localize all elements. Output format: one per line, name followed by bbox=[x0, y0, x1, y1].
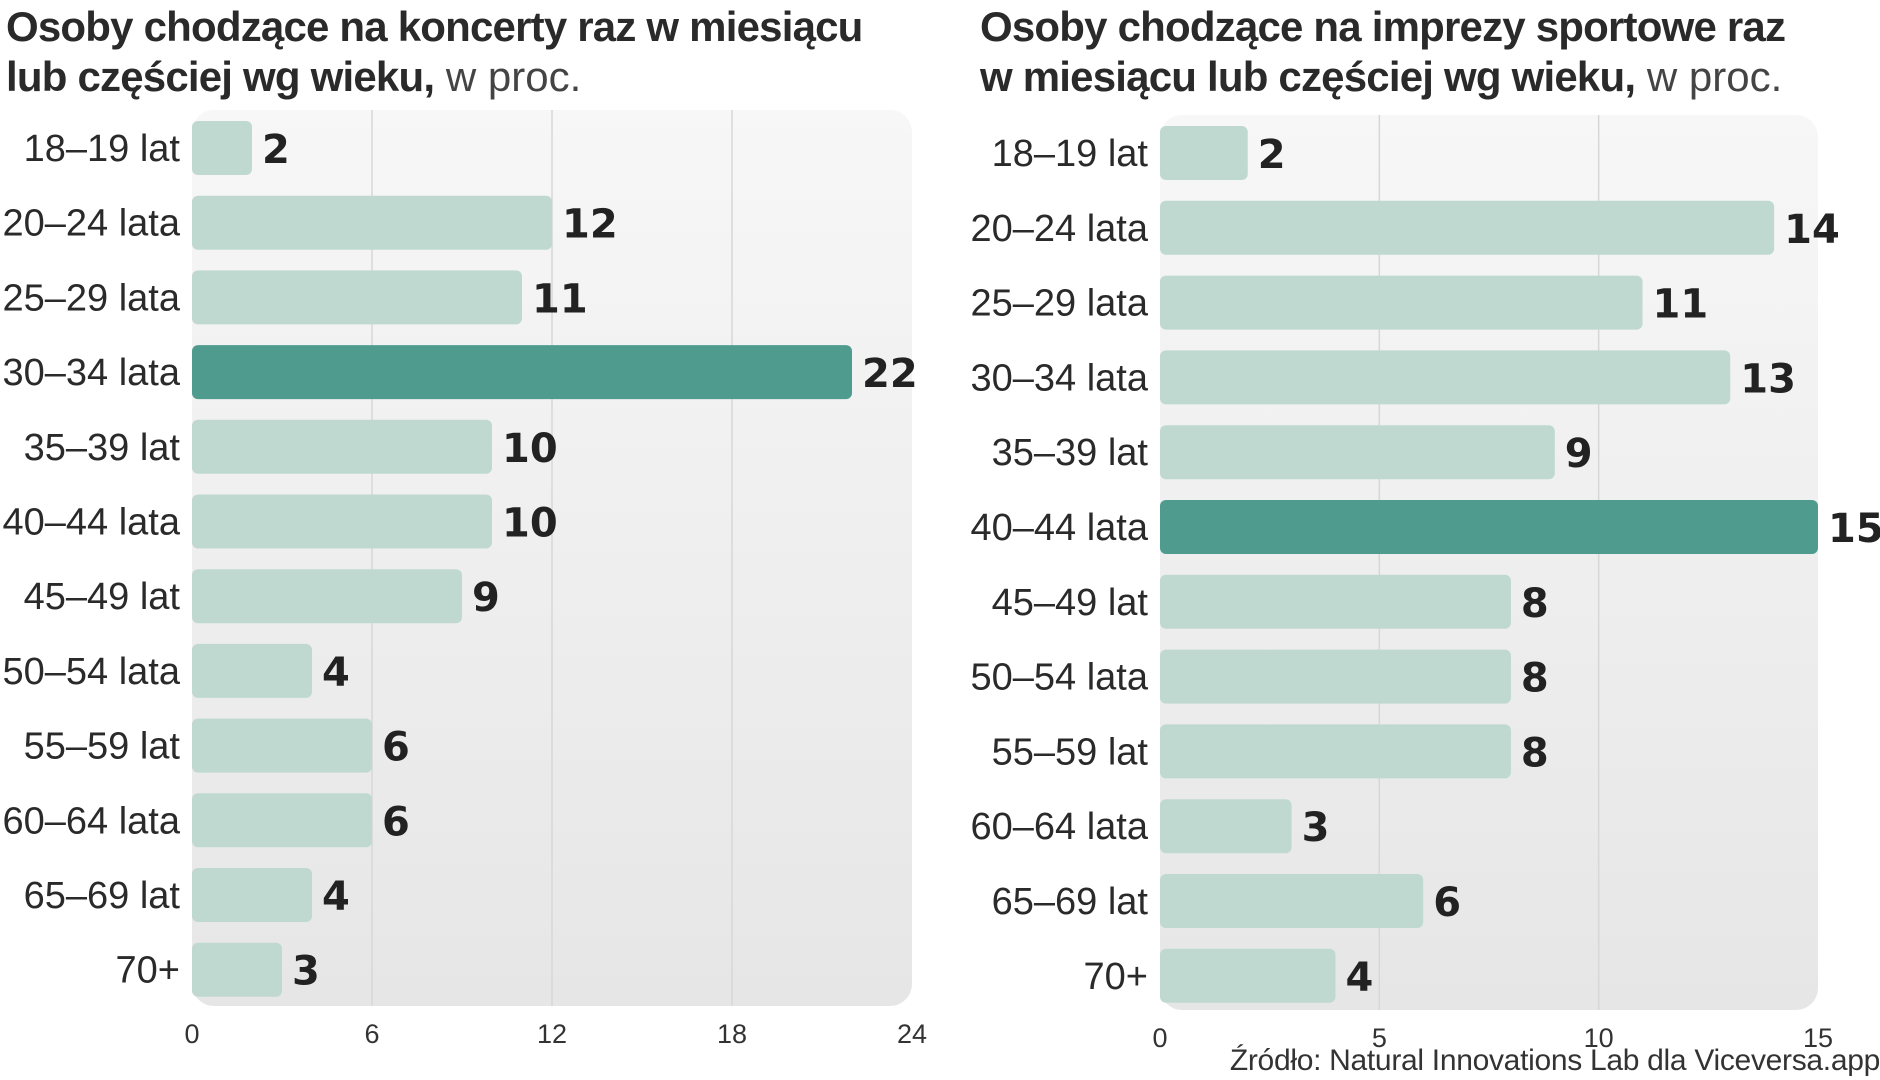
value-label: 9 bbox=[472, 575, 500, 621]
category-label: 18–19 lat bbox=[992, 133, 1149, 175]
bar bbox=[1160, 799, 1292, 854]
sports-chart-panel: Osoby chodzące na imprezy sportowe raz w … bbox=[968, 0, 1880, 1080]
concerts-title-unit: w proc. bbox=[434, 53, 582, 100]
bar bbox=[1160, 574, 1511, 629]
category-label: 25–29 lata bbox=[971, 283, 1149, 325]
x-tick-label: 18 bbox=[717, 1019, 747, 1049]
concerts-chart-panel: Osoby chodzące na koncerty raz w miesiąc… bbox=[0, 0, 930, 1080]
category-label: 20–24 lata bbox=[971, 208, 1149, 250]
category-label: 70+ bbox=[116, 950, 180, 992]
value-label: 3 bbox=[292, 949, 320, 995]
x-tick-label: 6 bbox=[364, 1019, 379, 1049]
value-label: 15 bbox=[1828, 506, 1880, 552]
category-label: 40–44 lata bbox=[971, 507, 1149, 549]
source-note: Źródło: Natural Innovations Lab dla Vice… bbox=[1229, 1044, 1880, 1077]
x-tick-label: 5 bbox=[1372, 1023, 1387, 1053]
bar bbox=[192, 643, 312, 698]
x-tick-label: 12 bbox=[537, 1019, 567, 1049]
category-label: 70+ bbox=[1084, 956, 1148, 998]
bar bbox=[1160, 874, 1424, 928]
bar bbox=[1160, 126, 1248, 180]
plot-background bbox=[1160, 115, 1818, 1010]
bar-highlight bbox=[192, 345, 852, 400]
category-label: 50–54 lata bbox=[971, 657, 1149, 699]
category-label: 55–59 lat bbox=[24, 726, 181, 768]
sports-title-line-1: Osoby chodzące na imprezy sportowe raz bbox=[980, 3, 1786, 50]
sports-chart-title: Osoby chodzące na imprezy sportowe raz w … bbox=[980, 2, 1786, 102]
bar bbox=[1160, 724, 1511, 779]
bar bbox=[1160, 275, 1643, 330]
value-label: 10 bbox=[502, 501, 558, 547]
bar bbox=[192, 868, 312, 922]
concerts-bar-chart: 0 6 12 18 24 18–19 lat 2 20–24 lata 12 25–29 lata… bbox=[3, 110, 927, 1049]
value-label: 4 bbox=[322, 874, 350, 920]
category-label: 60–64 lata bbox=[3, 800, 181, 842]
bar bbox=[192, 793, 372, 848]
category-label: 18–19 lat bbox=[24, 128, 181, 170]
bar bbox=[192, 718, 372, 773]
x-tick-label: 24 bbox=[897, 1019, 927, 1049]
bar bbox=[192, 195, 552, 250]
category-label: 60–64 lata bbox=[971, 806, 1149, 848]
category-label: 35–39 lat bbox=[24, 427, 181, 469]
category-label: 30–34 lata bbox=[971, 357, 1149, 399]
category-label: 45–49 lat bbox=[24, 576, 181, 618]
value-label: 6 bbox=[382, 799, 410, 845]
value-label: 14 bbox=[1784, 207, 1840, 253]
value-label: 6 bbox=[382, 725, 410, 771]
value-label: 8 bbox=[1521, 581, 1549, 627]
sports-bar-chart: 0 5 10 15 18–19 lat 2 20–24 lata 14 25–29 lata 11… bbox=[971, 115, 1880, 1053]
value-label: 11 bbox=[1653, 282, 1709, 328]
category-label: 25–29 lata bbox=[3, 277, 181, 319]
bar bbox=[192, 494, 492, 549]
bar bbox=[1160, 200, 1775, 255]
value-label: 4 bbox=[322, 650, 350, 696]
value-label: 3 bbox=[1302, 805, 1330, 851]
value-label: 2 bbox=[1258, 132, 1286, 178]
bar bbox=[1160, 649, 1511, 704]
concerts-chart-title: Osoby chodzące na koncerty raz w miesiąc… bbox=[6, 2, 863, 102]
concerts-title-line-1: Osoby chodzące na koncerty raz w miesiąc… bbox=[6, 3, 863, 50]
value-label: 8 bbox=[1521, 730, 1549, 776]
value-label: 2 bbox=[262, 127, 290, 173]
x-tick-label: 15 bbox=[1803, 1023, 1833, 1053]
bar bbox=[192, 569, 462, 624]
value-label: 13 bbox=[1740, 356, 1796, 402]
x-tick-label: 10 bbox=[1584, 1023, 1614, 1053]
bar bbox=[1160, 425, 1555, 480]
category-label: 50–54 lata bbox=[3, 651, 181, 693]
category-label: 20–24 lata bbox=[3, 203, 181, 245]
x-tick-label: 0 bbox=[1152, 1023, 1167, 1053]
bar bbox=[1160, 350, 1731, 405]
value-label: 11 bbox=[532, 276, 588, 322]
category-label: 30–34 lata bbox=[3, 352, 181, 394]
sports-title-unit: w proc. bbox=[1635, 53, 1783, 100]
x-tick-label: 0 bbox=[184, 1019, 199, 1049]
category-label: 65–69 lat bbox=[24, 875, 181, 917]
bar bbox=[192, 419, 492, 474]
concerts-title-line-2: lub częściej wg wieku, bbox=[6, 53, 435, 100]
value-label: 12 bbox=[562, 202, 618, 248]
value-label: 9 bbox=[1565, 431, 1593, 477]
value-label: 10 bbox=[502, 426, 558, 472]
bar bbox=[1160, 948, 1336, 1003]
category-label: 45–49 lat bbox=[992, 582, 1149, 624]
bar-highlight bbox=[1160, 500, 1818, 554]
bar bbox=[192, 121, 252, 175]
category-label: 40–44 lata bbox=[3, 502, 181, 544]
value-label: 4 bbox=[1345, 955, 1373, 1001]
value-label: 8 bbox=[1521, 656, 1549, 702]
category-label: 65–69 lat bbox=[992, 881, 1149, 923]
bar bbox=[192, 942, 282, 997]
category-label: 55–59 lat bbox=[992, 731, 1149, 773]
category-label: 35–39 lat bbox=[992, 432, 1149, 474]
value-label: 6 bbox=[1433, 880, 1461, 926]
sports-title-line-2: w miesiącu lub częściej wg wieku, bbox=[980, 53, 1636, 100]
bar bbox=[192, 270, 522, 325]
value-label: 22 bbox=[862, 351, 918, 397]
